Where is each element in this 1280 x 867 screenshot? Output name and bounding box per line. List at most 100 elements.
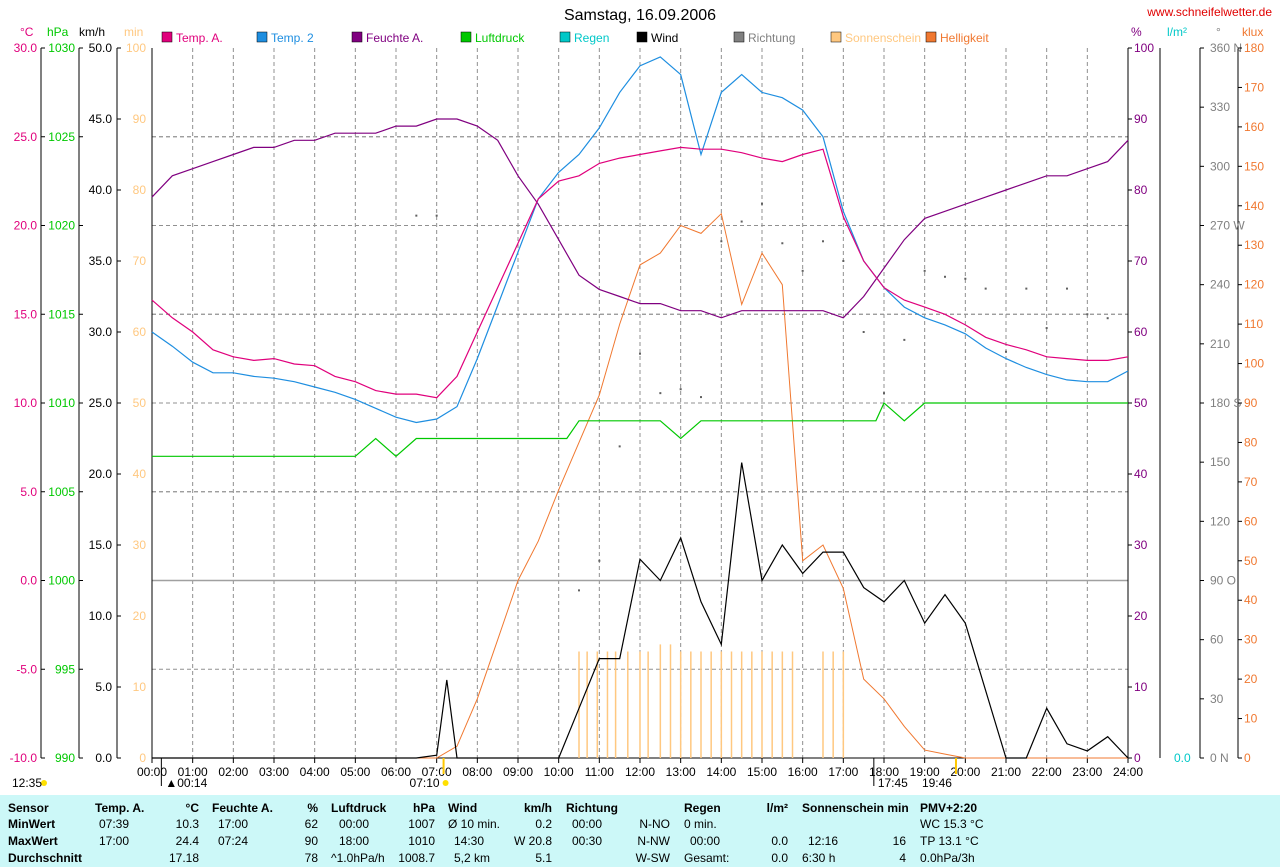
sunset-marker-label: 17:45 [878, 776, 908, 790]
richtung-point [903, 338, 906, 341]
x-tick-label: 14:00 [706, 765, 736, 779]
grid [152, 48, 1128, 758]
temp-tick-label: -10.0 [10, 751, 38, 765]
sun-tick-label: 10 [133, 680, 147, 694]
humidity-tick-label: 50 [1134, 396, 1148, 410]
stats-rain-header: Regen [684, 801, 721, 815]
row-label-max: MaxWert [8, 834, 58, 848]
richtung-point [618, 445, 621, 448]
pressure-tick-label: 1030 [48, 41, 75, 55]
pressure-tick-label: 1005 [48, 485, 75, 499]
luftdruck-line [152, 402, 1128, 458]
humidity-tick-label: 60 [1134, 325, 1148, 339]
sun-tick-label: 0 [139, 751, 146, 765]
richtung-point [700, 396, 702, 399]
wind-tick-label: 10.0 [89, 609, 113, 623]
legend-label: Regen [574, 31, 609, 45]
wind-max-value: W 20.8 [513, 834, 552, 848]
temp-tick-label: 0.0 [20, 574, 37, 588]
legend-label: Temp. 2 [271, 31, 314, 45]
legend-swatch [256, 31, 268, 43]
wind-tick-label: 15.0 [89, 538, 113, 552]
x-tick-label: 13:00 [666, 765, 696, 779]
humidity-tick-label: 40 [1134, 467, 1148, 481]
legend-label: Sonnenschein [845, 31, 921, 45]
richtung-point [598, 559, 601, 562]
temp-avg-value: 17.18 [168, 851, 199, 865]
sunrise-icon [442, 780, 449, 786]
temp-tick-label: 10.0 [14, 396, 38, 410]
sun-tick-label: 40 [133, 467, 147, 481]
pmv-windchill: WC 15.3 °C [920, 817, 984, 831]
light-tick-label: 40 [1244, 593, 1258, 607]
temp2-line [151, 56, 1129, 424]
moonset-label: 12:35 [12, 776, 42, 790]
richtung-point [822, 240, 824, 243]
stats-pressure-header: Luftdruck [331, 801, 387, 815]
temp-tick-label: -5.0 [16, 662, 37, 676]
richtung-point [801, 269, 804, 272]
legend-swatch [161, 31, 173, 43]
sun-tick-label: 50 [133, 396, 147, 410]
sunshine-max-value: 16 [892, 834, 906, 848]
light-tick-label: 120 [1244, 278, 1264, 292]
humidity-max-value: 90 [304, 834, 318, 848]
direction-tick-label: 240 [1210, 278, 1230, 292]
light-tick-label: 20 [1244, 672, 1258, 686]
pressure-min-value: 1007 [408, 817, 435, 831]
richtung-point [761, 202, 763, 205]
chart-title: Samstag, 16.09.2006 [564, 7, 716, 24]
temp-tick-label: 5.0 [20, 485, 37, 499]
richtung-point [1106, 317, 1109, 320]
sunshine-total: 6:30 h [802, 851, 836, 865]
x-tick-label: 05:00 [340, 765, 370, 779]
wind-avg-value: 5.1 [535, 851, 552, 865]
direction-tick-label: 180 S [1210, 396, 1241, 410]
humidity-tick-label: 0 [1134, 751, 1141, 765]
temp-max-time: 17:00 [99, 834, 130, 848]
stats-temp-header: Temp. A. [95, 801, 145, 815]
temp-min-value: 10.3 [175, 817, 199, 831]
wind-unit-label: km/h [79, 25, 105, 39]
sun-tick-label: 80 [133, 183, 147, 197]
humidity-tick-label: 20 [1134, 609, 1148, 623]
stats-sunshine-column: Sonnenschein min 12:16 16 6:30 h 4 [802, 795, 910, 867]
pressure-tick-label: 1020 [48, 219, 75, 233]
light-tick-label: 140 [1244, 199, 1264, 213]
light-tick-label: 130 [1244, 238, 1264, 252]
x-tick-label: 01:00 [178, 765, 208, 779]
richtung-point [1086, 313, 1089, 316]
x-tick-label: 21:00 [991, 765, 1021, 779]
richtung-point [720, 240, 723, 243]
wind-tick-label: 45.0 [89, 112, 113, 126]
sunset-label: 19:46 [922, 776, 952, 790]
pmv-pressure-trend: 0.0hPa/3h [920, 851, 975, 865]
x-tick-label: 09:00 [503, 765, 533, 779]
legend-swatch [460, 31, 472, 43]
light-tick-label: 110 [1244, 317, 1263, 331]
wind-tick-label: 40.0 [89, 183, 113, 197]
humidity-tick-label: 70 [1134, 254, 1148, 268]
weather-chart: 30.025.020.015.010.05.00.0-5.0-10.010301… [10, 5, 1273, 790]
legend-swatch [733, 31, 745, 43]
richtung-point [1025, 287, 1028, 290]
sun-tick-label: 60 [133, 325, 147, 339]
pressure-trend: ^1.0hPa/h [331, 851, 385, 865]
x-tick-label: 22:00 [1032, 765, 1062, 779]
sun-markers: 12:35 ▲00:14 07:10 17:45 19:46 [12, 758, 957, 790]
feuchte-line [151, 118, 1129, 319]
humidity-tick-label: 30 [1134, 538, 1148, 552]
x-tick-label: 23:00 [1072, 765, 1102, 779]
pressure-max-value: 1010 [408, 834, 435, 848]
light-tick-label: 100 [1244, 357, 1264, 371]
stats-rain-column: Regen l/m² 0 min. 00:00 0.0 Gesamt: 0.0 [684, 795, 792, 867]
temp-max-value: 24.4 [175, 834, 199, 848]
pressure-tick-label: 1010 [48, 396, 75, 410]
rain-duration: 0 min. [684, 817, 717, 831]
light-tick-label: 30 [1244, 633, 1258, 647]
richtung-point [639, 352, 641, 355]
stats-temp-unit: °C [185, 801, 199, 815]
richtung-point [1045, 327, 1048, 330]
richtung-point [1005, 350, 1007, 353]
rain-total-label: Gesamt: [684, 851, 730, 865]
